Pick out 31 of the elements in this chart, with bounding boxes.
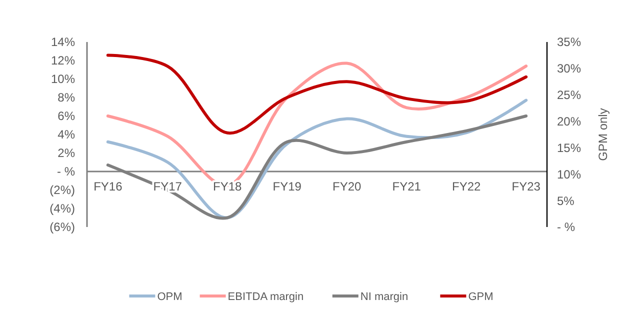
legend-label: EBITDA margin [228, 290, 304, 303]
legend-label: OPM [157, 290, 182, 303]
y-tick-label: 10% [50, 72, 76, 86]
y2-tick-label: 20% [557, 114, 582, 128]
y-tick-label: 12% [50, 54, 76, 68]
y-tick-label: 14% [50, 35, 76, 50]
y-tick-label: 8% [58, 90, 76, 105]
line-series [106, 54, 528, 134]
y2-tick-label: 5% [557, 194, 575, 208]
y2-axis-title: GPM only [596, 108, 610, 161]
x-tick-label: FY23 [512, 180, 541, 194]
y-tick-label: - % [57, 164, 76, 179]
y-tick-label: 2% [58, 146, 76, 160]
y2-tick-label: 15% [557, 140, 582, 155]
y-tick-label: (6%) [50, 220, 75, 234]
legend-label: NI margin [360, 290, 408, 303]
x-tick-label: FY16 [94, 180, 123, 194]
x-tick-label: FY21 [392, 180, 422, 194]
y-tick-label: (2%) [50, 183, 75, 198]
x-tick-label: FY19 [272, 180, 302, 194]
y-tick-label: 4% [58, 128, 76, 142]
x-tick-label: FY20 [332, 180, 362, 194]
y2-tick-label: - % [557, 220, 576, 234]
legend-label: GPM [468, 290, 494, 303]
y2-tick-label: 30% [557, 62, 582, 76]
y2-tick-label: 10% [557, 167, 582, 182]
y-tick-label: 6% [58, 109, 76, 124]
y-tick-label: (4%) [50, 202, 75, 216]
y2-tick-label: 25% [557, 88, 582, 102]
x-tick-label: FY22 [452, 180, 482, 194]
y2-tick-label: 35% [557, 35, 582, 50]
